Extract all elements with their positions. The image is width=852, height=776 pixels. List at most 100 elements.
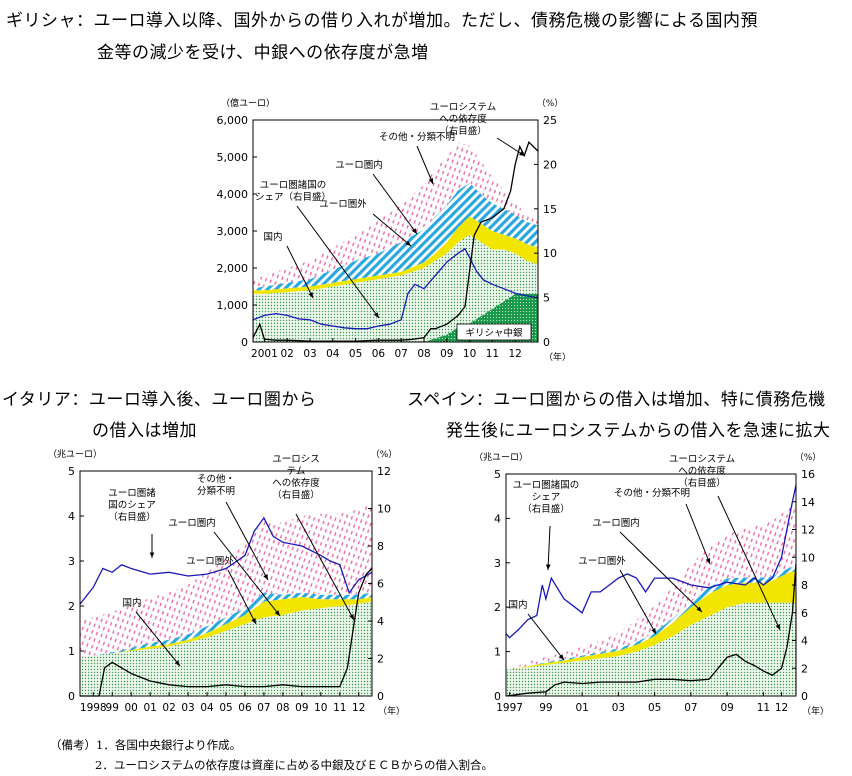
svg-text:への依存度: への依存度	[678, 465, 726, 477]
tick-label-x: 11	[757, 702, 770, 714]
area-outside-euro	[506, 567, 796, 670]
tick-label-right: 5	[543, 292, 550, 305]
annotation-leader	[416, 145, 434, 185]
tick-label-right: 8	[377, 540, 384, 553]
line-dependency	[252, 141, 539, 342]
italy-heading-line1: イタリア：ユーロ導入後、ユーロ圏から	[2, 390, 317, 410]
line-dependency	[505, 564, 797, 697]
svg-text:ユーロ圏諸国の: ユーロ圏諸国の	[513, 479, 580, 491]
annotation-leader	[372, 173, 418, 235]
svg-text:（右目盛）: （右目盛）	[522, 503, 570, 515]
line-dependency	[80, 568, 373, 697]
svg-text:ユーロ圏諸国の: ユーロ圏諸国の	[260, 179, 327, 191]
annotation-arrowhead	[696, 606, 702, 612]
label-domestic: 国内	[508, 599, 527, 611]
tick-label-right: 0	[543, 336, 550, 349]
svg-text:ユーロ圏外: ユーロ圏外	[186, 555, 234, 567]
annotation-arrowhead	[174, 660, 180, 666]
label-domestic: 国内	[263, 231, 282, 243]
area-euro-area	[506, 571, 796, 670]
svg-text:への依存度: への依存度	[272, 477, 320, 489]
annotation-arrowhead	[405, 240, 411, 246]
label-domestic: 国内	[122, 597, 141, 609]
svg-text:への依存度: への依存度	[439, 113, 487, 125]
tick-label-left: 1	[68, 645, 75, 658]
year-suffix: （年）	[378, 705, 405, 717]
tick-label-x: 11	[333, 702, 346, 714]
tick-label-left: 4,000	[217, 188, 249, 201]
tick-label-right: 2	[377, 653, 384, 666]
central-bank-label-box	[456, 323, 532, 341]
tick-label-left: 5	[68, 465, 75, 478]
tick-label-left: 3,000	[217, 225, 249, 238]
tick-label-left: 4	[68, 510, 75, 523]
label-outside-euro: ユーロ圏外	[186, 555, 234, 567]
tick-label-x: 05	[219, 702, 232, 714]
annotation-leader	[225, 501, 269, 581]
area-euro-area	[253, 216, 538, 294]
tick-label-right: 10	[377, 503, 391, 516]
annotation-arrowhead	[149, 552, 155, 558]
greece-heading-line2: 金等の減少を受け、中銀への依存度が急増	[97, 43, 429, 63]
annotation-arrowhead	[519, 151, 525, 156]
tick-label-x: 09	[295, 702, 308, 714]
annotation-arrowhead	[651, 628, 656, 634]
annotation-leader	[295, 513, 355, 621]
annotation-arrowhead	[349, 614, 354, 620]
unit-right: （%）	[537, 98, 564, 109]
unit-left: （兆ユーロ）	[48, 449, 102, 460]
svg-text:国内: 国内	[508, 599, 527, 611]
tick-label-x: 11	[486, 348, 499, 360]
tick-label-left: 6,000	[217, 114, 249, 127]
tick-label-x: 09	[720, 702, 733, 714]
tick-label-x: 09	[440, 348, 453, 360]
area-euro-area	[80, 597, 372, 658]
notes-label: （備考）	[50, 738, 96, 752]
tick-label-x: 02	[162, 702, 175, 714]
annotation-arrowhead	[428, 178, 433, 184]
annotation-arrowhead	[775, 624, 780, 630]
svg-text:（右目盛）: （右目盛）	[439, 125, 487, 137]
line-euro-share	[79, 516, 373, 605]
annotation-leader	[496, 137, 526, 157]
label-other: その他・分類不明	[379, 131, 455, 143]
svg-text:国のシェア: 国のシェア	[108, 500, 156, 511]
svg-text:テム: テム	[287, 466, 306, 477]
annotation-leader	[135, 611, 181, 667]
tick-label-x: 02	[281, 348, 294, 360]
area-other	[80, 502, 372, 658]
annotation-arrowhead	[308, 292, 313, 298]
annotation-leader	[547, 525, 551, 571]
annotation-leader	[286, 245, 314, 299]
svg-text:（右目盛）: （右目盛）	[678, 477, 726, 489]
spain-heading-line2: 発生後にユーロシステムからの借入を急速に拡大	[446, 421, 831, 441]
svg-text:その他・分類不明: その他・分類不明	[614, 487, 690, 499]
annotation-arrowhead	[558, 654, 564, 660]
tick-label-left: 2	[494, 601, 501, 614]
annotation-leader	[685, 503, 711, 565]
unit-right: （%）	[371, 449, 398, 460]
tick-label-x: 00	[125, 702, 138, 714]
tick-label-x: 1998	[80, 702, 107, 714]
svg-text:国内: 国内	[122, 597, 141, 609]
area-other	[506, 505, 796, 670]
tick-label-left: 2	[68, 600, 75, 613]
spain-heading-line1: スペイン：ユーロ圏からの借入は増加、特に債務危機	[407, 390, 826, 410]
tick-label-x: 05	[648, 702, 661, 714]
tick-label-right: 16	[801, 468, 815, 481]
tick-label-x: 03	[181, 702, 194, 714]
tick-label-x: 06	[238, 702, 252, 714]
annotation-arrowhead	[705, 558, 711, 564]
tick-label-x: 04	[326, 348, 340, 360]
tick-label-x: 07	[684, 702, 697, 714]
svg-text:ユーロ圏外: ユーロ圏外	[578, 555, 626, 567]
tick-label-right: 8	[801, 579, 808, 592]
unit-left: （兆ユーロ）	[474, 452, 528, 463]
svg-text:シェア（右目盛）: シェア（右目盛）	[255, 191, 331, 203]
annotation-leader	[619, 569, 657, 635]
tick-label-x: 99	[106, 702, 119, 714]
tick-label-x: 07	[257, 702, 270, 714]
